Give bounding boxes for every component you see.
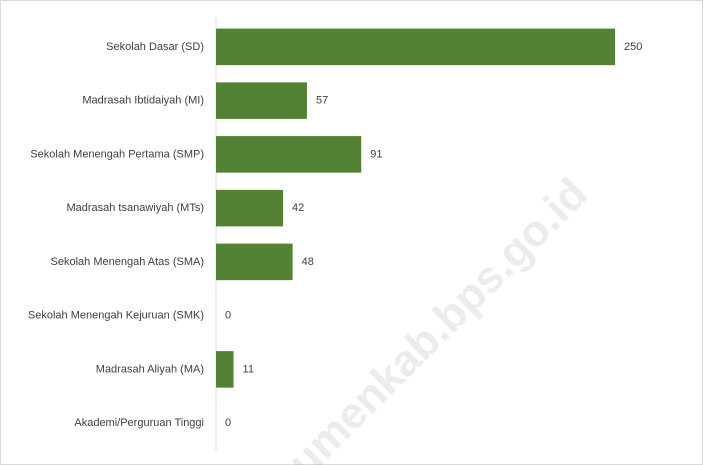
category-label: Madrasah tsanawiyah (MTs) (66, 202, 204, 214)
data-label: 42 (292, 202, 304, 214)
category-label: Madrasah Aliyah (MA) (96, 363, 204, 375)
category-label: Akademi/Perguruan Tinggi (74, 417, 204, 429)
bar (216, 28, 615, 66)
bar (216, 351, 234, 388)
category-label: Madrasah Ibtidaiyah (MI) (82, 95, 204, 107)
bar (216, 136, 362, 173)
category-label: Sekolah Menengah Pertama (SMP) (30, 148, 204, 160)
data-label: 0 (225, 310, 231, 322)
data-label: 11 (243, 363, 254, 375)
data-label: 57 (316, 95, 328, 107)
data-label: 91 (370, 148, 382, 160)
category-label: Sekolah Dasar (SD) (106, 41, 204, 53)
bar (216, 82, 307, 119)
data-label: 250 (624, 41, 642, 53)
bar (216, 243, 293, 281)
category-label: Sekolah Menengah Atas (SMA) (51, 256, 204, 268)
data-label: 0 (225, 417, 231, 429)
bar (216, 189, 284, 227)
data-label: 48 (302, 256, 314, 268)
category-label: Sekolah Menengah Kejuruan (SMK) (28, 310, 204, 322)
